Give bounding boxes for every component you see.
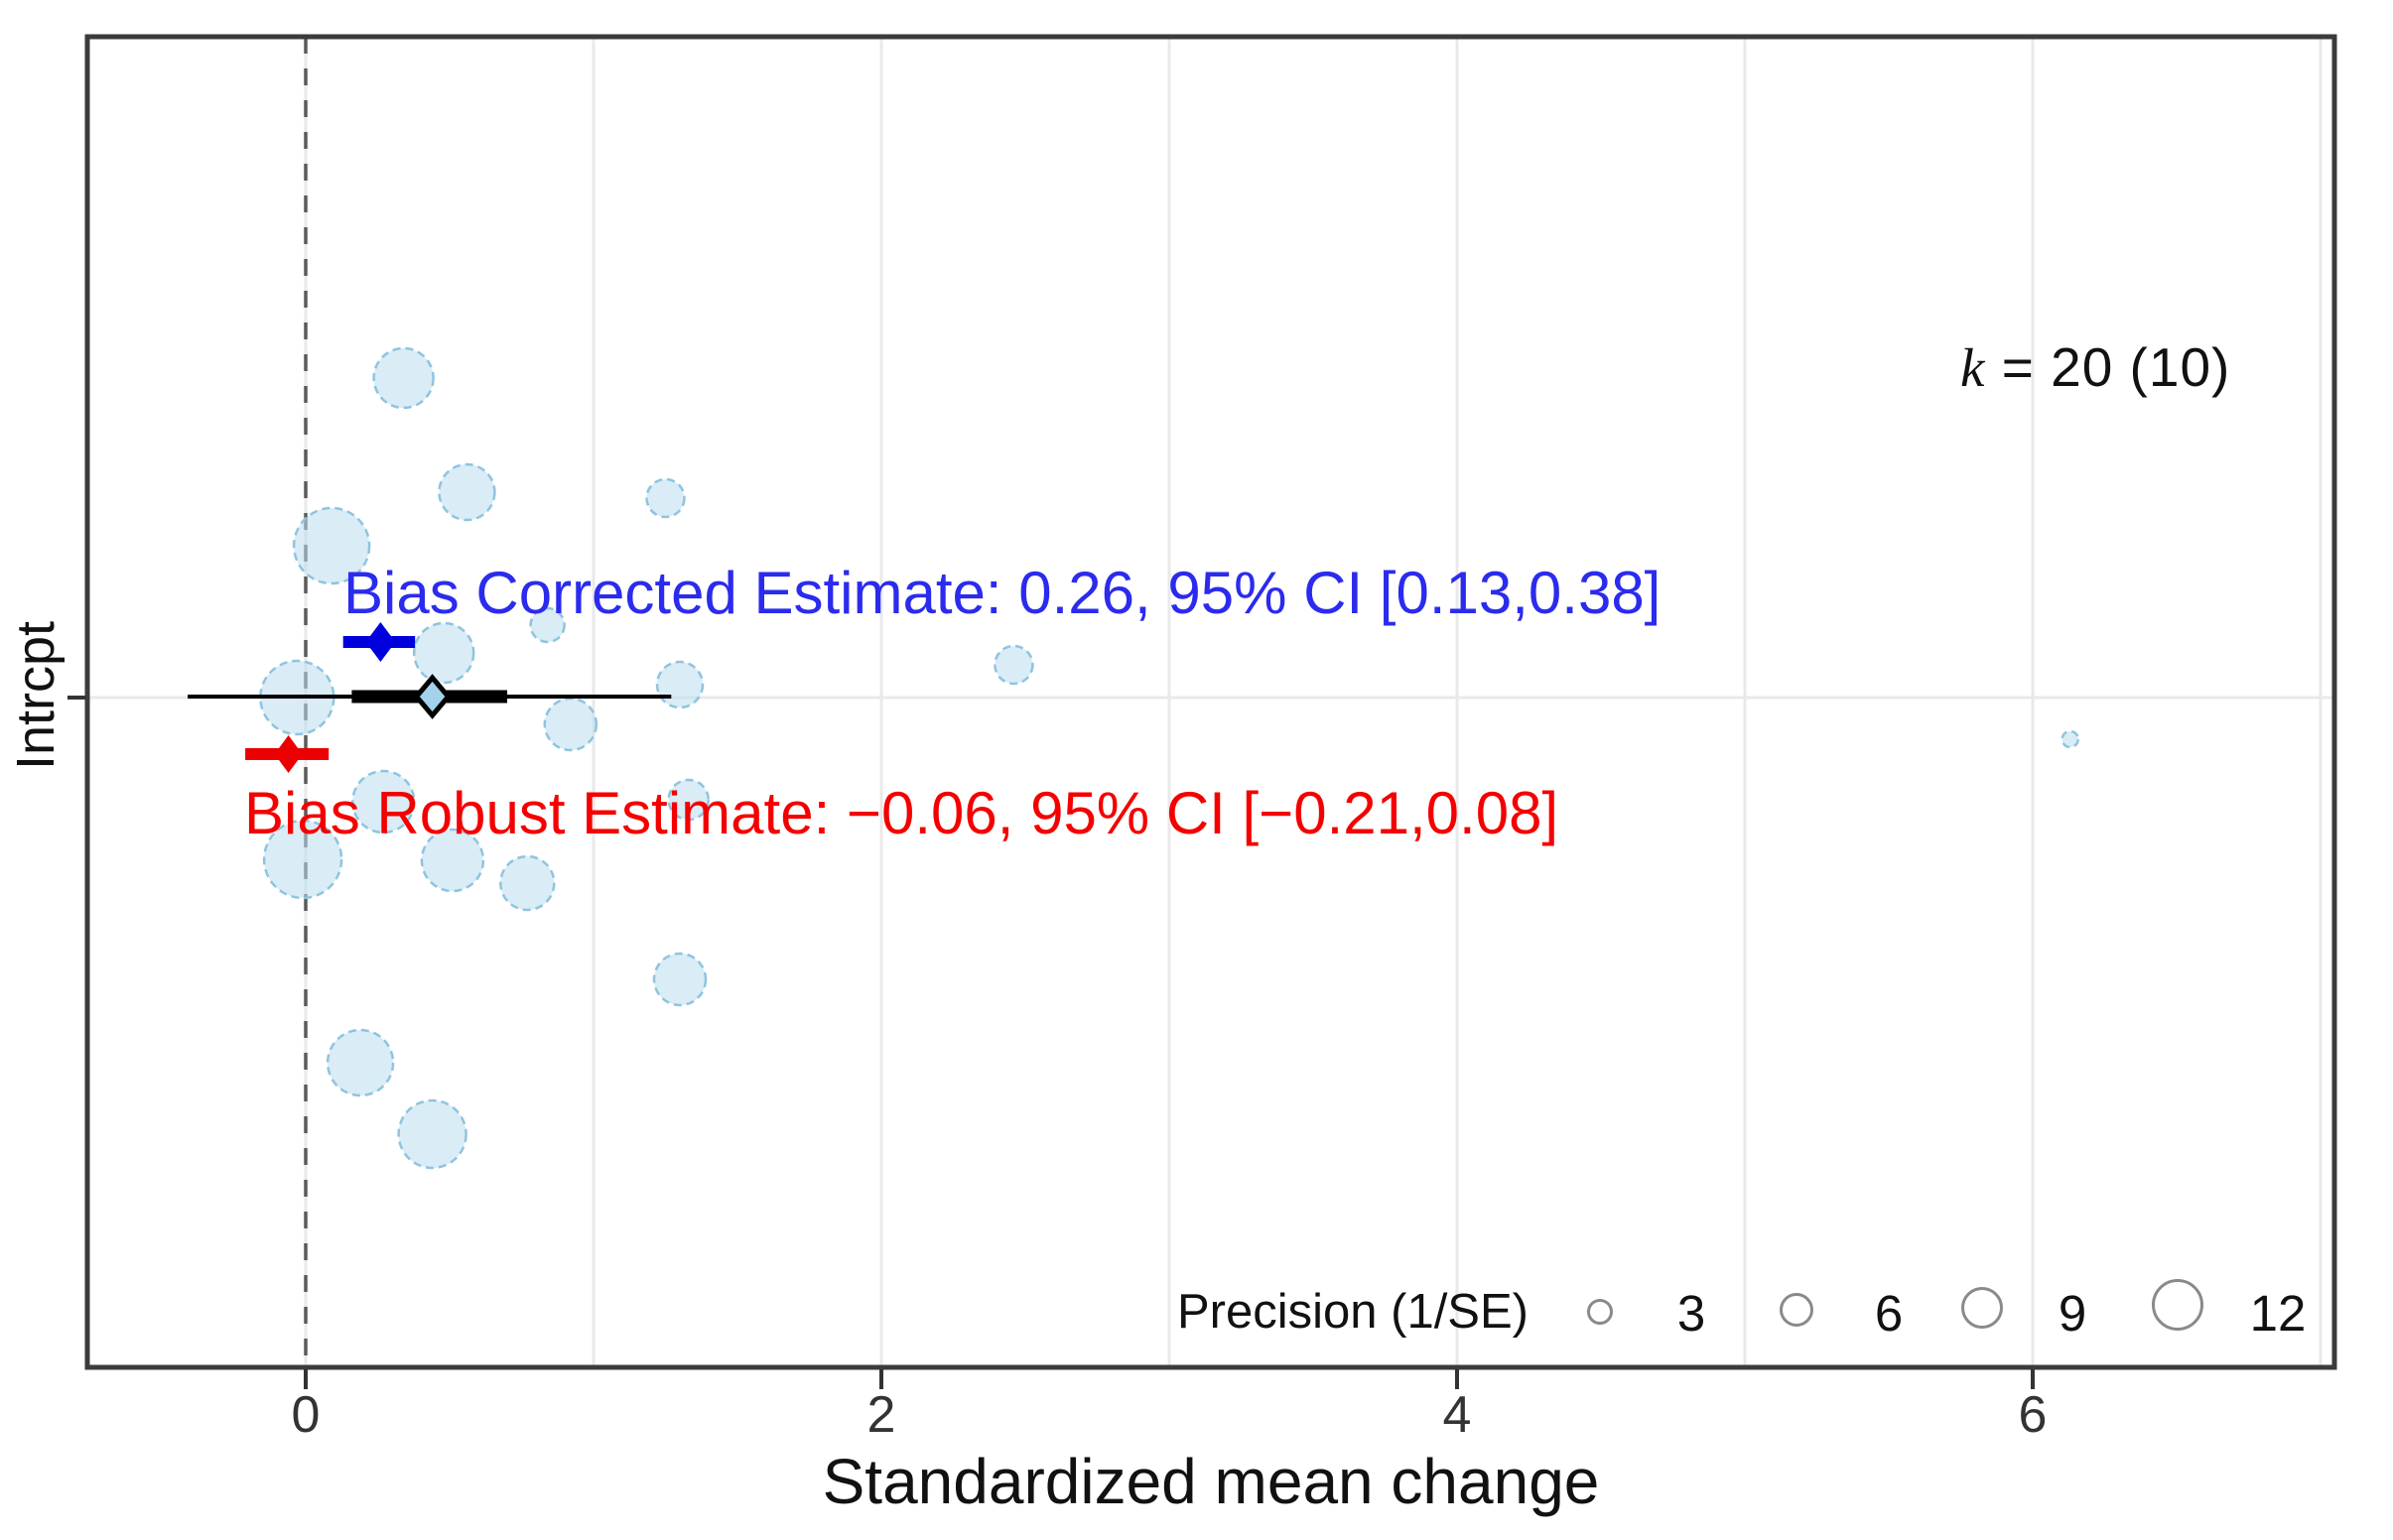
study-bubble <box>2061 729 2079 749</box>
x-axis-title: Standardized mean change <box>822 1446 1600 1517</box>
y-axis-title: Intrcpt <box>6 620 66 771</box>
study-bubble <box>262 819 343 900</box>
study-bubble <box>645 477 686 519</box>
bias-corrected-diamond <box>365 622 396 662</box>
study-bubble <box>994 644 1034 686</box>
bias-robust-diamond <box>274 735 303 773</box>
study-bubble <box>420 828 485 893</box>
legend-value-3: 3 <box>1676 1285 1706 1342</box>
legend-size-circle-12 <box>2152 1279 2203 1331</box>
study-bubble <box>438 462 496 522</box>
legend-size-circle-3 <box>1587 1299 1613 1325</box>
k-value: = 20 (10) <box>1985 336 2231 398</box>
legend-value-6: 6 <box>1874 1285 1904 1342</box>
k-count-annotation: k = 20 (10) <box>1960 336 2231 398</box>
study-bubble <box>292 506 371 585</box>
k-symbol: k <box>1960 337 1986 398</box>
summary-estimate-diamond <box>413 674 452 719</box>
legend-size-circle-6 <box>1780 1293 1813 1327</box>
study-bubble <box>529 606 566 644</box>
study-bubble <box>397 1098 467 1170</box>
x-tick-label: 2 <box>866 1386 896 1444</box>
study-bubble <box>667 778 710 822</box>
legend-value-9: 9 <box>2058 1285 2087 1342</box>
study-bubble <box>326 1028 395 1097</box>
bias-robust-annotation: Bias Robust Estimate: −0.06, 95% CI [−0.… <box>244 780 1559 846</box>
study-bubble <box>543 697 598 752</box>
bias-corrected-annotation: Bias Corrected Estimate: 0.26, 95% CI [0… <box>343 560 1662 626</box>
study-bubble <box>351 769 416 834</box>
x-tick-label: 6 <box>2018 1386 2048 1444</box>
legend-size-circle-9 <box>1961 1287 2003 1329</box>
study-bubble <box>372 346 435 410</box>
legend-title: Precision (1/SE) <box>1176 1285 1529 1339</box>
panel-frame <box>84 34 2337 1370</box>
study-bubble <box>412 621 475 685</box>
legend-value-12: 12 <box>2249 1285 2307 1342</box>
study-bubble <box>655 660 705 709</box>
x-tick-label: 4 <box>1442 1386 1472 1444</box>
study-bubble <box>652 952 708 1007</box>
x-tick-label: 0 <box>291 1386 321 1444</box>
study-bubble <box>499 854 556 912</box>
